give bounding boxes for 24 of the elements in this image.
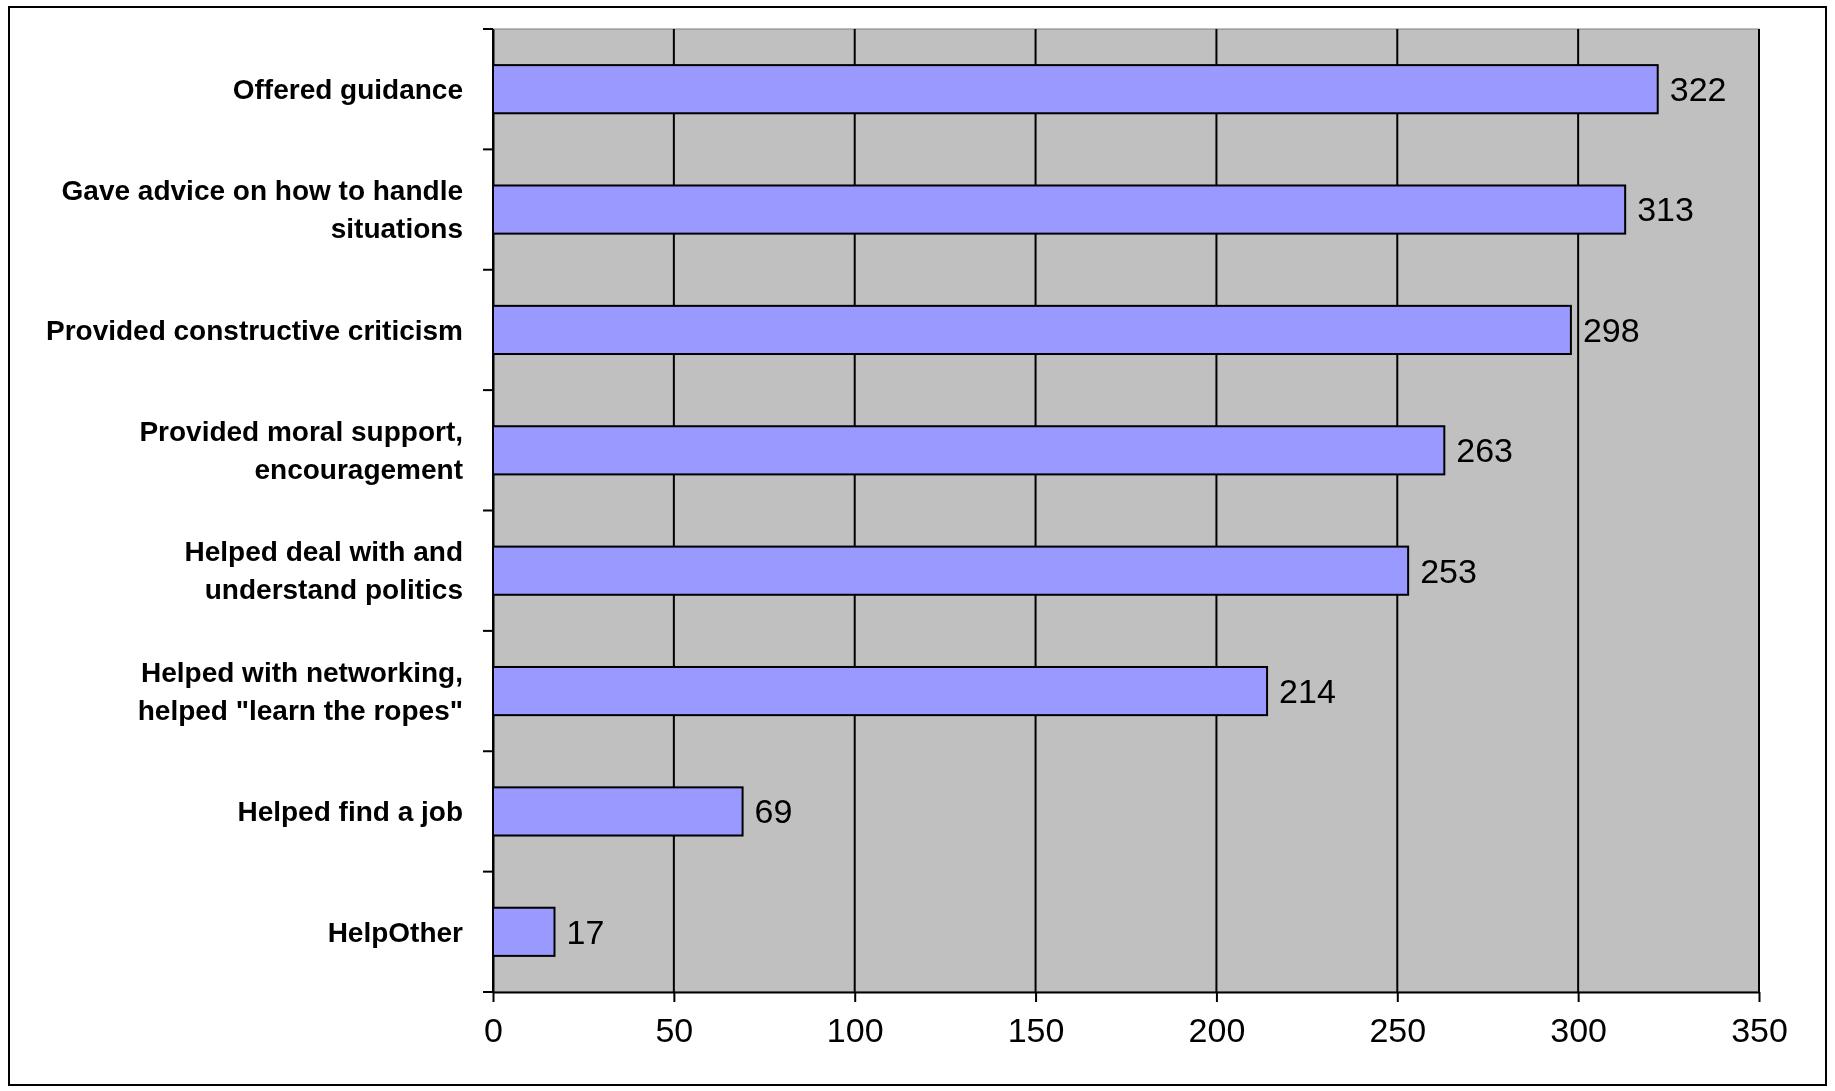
data-label: 214 xyxy=(1279,671,1336,710)
x-tick-label: 200 xyxy=(1188,1011,1246,1050)
y-tick-label: Gave advice on how to handle situations xyxy=(61,175,463,245)
data-label: 253 xyxy=(1420,551,1477,590)
x-tick-label: 350 xyxy=(1731,1011,1788,1050)
data-label: 313 xyxy=(1637,190,1694,229)
y-tick-label: Provided constructive criticism xyxy=(45,314,463,346)
x-tick-label: 100 xyxy=(826,1011,884,1050)
data-label: 322 xyxy=(1669,70,1727,109)
y-tick-label: HelpOther xyxy=(327,916,464,948)
data-label: 69 xyxy=(754,792,793,831)
data-label: 17 xyxy=(566,912,605,951)
y-tick-label: Helped find a job xyxy=(237,796,463,828)
x-tick-label: 250 xyxy=(1369,1011,1427,1050)
y-tick-label: Helped deal with and understand politics xyxy=(184,536,463,606)
y-tick-label: Offered guidance xyxy=(232,73,463,105)
x-tick-label: 50 xyxy=(655,1011,694,1050)
data-label: 263 xyxy=(1456,431,1514,470)
data-label: 298 xyxy=(1582,310,1640,349)
x-tick-label: 300 xyxy=(1550,1011,1608,1050)
y-tick-label: Helped with networking, helped "learn the ropes" xyxy=(137,656,463,726)
y-tick-label: Provided moral support, encouragement xyxy=(139,416,463,486)
x-tick-label: 150 xyxy=(1007,1011,1065,1050)
x-tick-label: 0 xyxy=(484,1011,503,1050)
